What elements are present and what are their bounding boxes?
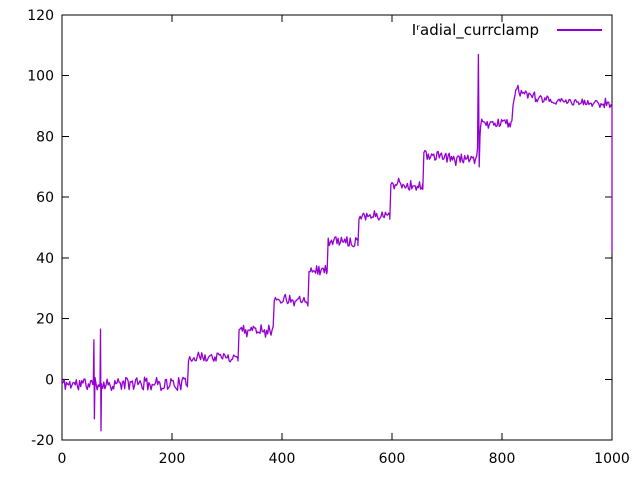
y-tick-label: 0 <box>45 372 54 388</box>
x-tick-label: 0 <box>58 451 67 467</box>
x-tick-label: 800 <box>489 451 516 467</box>
legend: Iʳadial_currclamp <box>412 21 602 39</box>
legend-label: Iʳadial_currclamp <box>411 21 539 39</box>
y-tick-label: 40 <box>36 251 54 267</box>
x-tick-label: 400 <box>269 451 296 467</box>
y-tick-label: 80 <box>36 129 54 145</box>
y-tick-label: 120 <box>27 8 54 24</box>
y-tick-label: -20 <box>31 433 54 449</box>
y-tick-label: 100 <box>27 69 54 85</box>
x-tick-label: 600 <box>379 451 406 467</box>
x-tick-label: 200 <box>159 451 186 467</box>
legend-line-sample <box>557 29 602 31</box>
x-tick-label: 1000 <box>594 451 630 467</box>
y-tick-label: 20 <box>36 312 54 328</box>
y-tick-label: 60 <box>36 190 54 206</box>
series-line <box>61 53 613 432</box>
plot-border <box>61 14 613 441</box>
